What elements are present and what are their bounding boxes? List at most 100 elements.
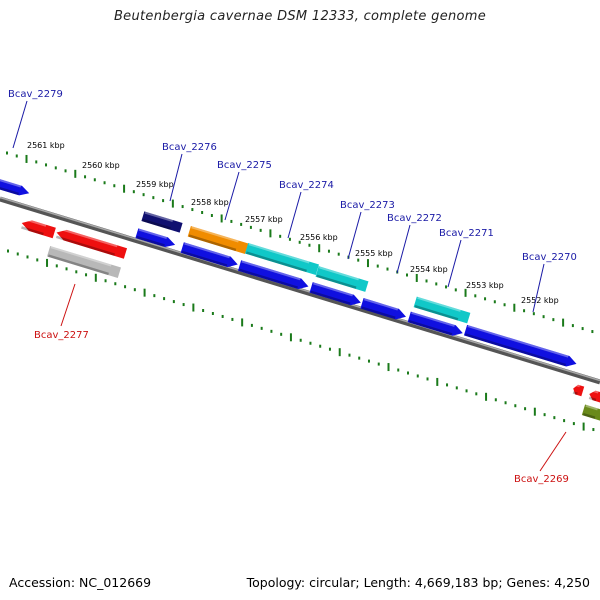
gene-feature-f-2277-gray[interactable] — [47, 245, 121, 279]
gene-label-leader — [396, 224, 411, 274]
gene-label-bcav_2275[interactable]: Bcav_2275 — [217, 160, 272, 171]
gene-label-leader — [287, 191, 302, 239]
gene-label-bcav_2272[interactable]: Bcav_2272 — [387, 213, 442, 224]
gene-feature-f-cds-f[interactable] — [463, 324, 578, 369]
feature-shadow — [55, 235, 115, 256]
feature-highlight — [591, 389, 599, 394]
feature-highlight — [50, 246, 112, 267]
gene-feature-f-2278-red[interactable] — [20, 218, 56, 239]
gene-feature-f-cds-b[interactable] — [237, 260, 310, 292]
feature-body — [360, 298, 406, 320]
feature-body — [47, 245, 121, 279]
gene-feature-f-2277-red[interactable] — [55, 227, 128, 259]
tick-label: 2554 kbp — [410, 265, 448, 274]
feature-body — [315, 266, 369, 292]
gene-label-bcav_2270[interactable]: Bcav_2270 — [522, 252, 577, 263]
feature-shadow — [408, 319, 453, 336]
gene-label-bcav_2277[interactable]: Bcav_2277 — [34, 330, 89, 341]
gene-label-leader — [539, 431, 567, 472]
feature-shadow — [0, 185, 19, 196]
feature-shadow — [310, 290, 351, 305]
feature-highlight — [248, 243, 310, 264]
gene-feature-f-2269-olive[interactable] — [581, 404, 600, 422]
gene-feature-f-cds-c[interactable] — [309, 282, 363, 308]
gene-feature-f-2275-cyan[interactable] — [245, 242, 319, 276]
feature-highlight — [417, 296, 461, 312]
feature-body — [581, 404, 600, 422]
tick-row-outer — [6, 151, 594, 334]
gene-feature-f-2276-top[interactable] — [141, 211, 183, 233]
gene-feature-f-2269-red-b[interactable] — [588, 389, 600, 403]
gene-feature-f-cds-a[interactable] — [180, 242, 240, 269]
gene-label-bcav_2269[interactable]: Bcav_2269 — [514, 474, 569, 485]
feature-shadow — [464, 333, 567, 367]
feature-body — [463, 324, 577, 367]
feature-shadow — [142, 218, 171, 230]
genome-backbone-highlight — [0, 196, 600, 382]
gene-feature-f-2276-cds[interactable] — [135, 228, 176, 249]
tick-label: 2552 kbp — [521, 296, 559, 305]
accession-label: Accession: NC_012669 — [9, 575, 152, 590]
feature-body — [309, 282, 361, 306]
tick-label: 2555 kbp — [355, 249, 393, 258]
tick-label: 2558 kbp — [191, 198, 229, 207]
gene-label-bcav_2279[interactable]: Bcav_2279 — [8, 89, 63, 100]
gene-feature-f-2279[interactable] — [0, 177, 31, 198]
gene-label-bcav_2276[interactable]: Bcav_2276 — [162, 142, 217, 153]
gene-label-bcav_2271[interactable]: Bcav_2271 — [439, 228, 494, 239]
feature-highlight — [191, 226, 239, 243]
feature-highlight — [575, 384, 580, 388]
tick-label-layer: 2561 kbp 2560 kbp 2559 kbp 2558 kbp 2557 kbp… — [27, 141, 559, 305]
feature-highlight — [319, 266, 359, 281]
feature-shadow — [582, 412, 596, 419]
feature-highlight — [0, 178, 22, 188]
gene-feature-f-cds-d[interactable] — [360, 298, 407, 322]
gene-label-leader — [12, 100, 28, 149]
gene-label-leader — [224, 171, 240, 221]
feature-highlight — [363, 298, 399, 311]
feature-highlight — [144, 211, 174, 223]
feature-body — [21, 220, 56, 239]
feature-shadow — [414, 304, 459, 321]
tick-label: 2557 kbp — [245, 215, 283, 224]
tick-label: 2553 kbp — [466, 281, 504, 290]
gene-feature-f-2271-cyan[interactable] — [413, 296, 471, 324]
feature-shadow — [21, 226, 44, 236]
gene-label-leader — [447, 239, 462, 288]
feature-body — [56, 229, 128, 259]
feature-body — [407, 311, 463, 336]
feature-shadow — [361, 306, 396, 320]
feature-shadow — [238, 268, 298, 289]
tick-label: 2556 kbp — [300, 233, 338, 242]
feature-shadow — [572, 391, 578, 395]
gene-feature-f-2275-orange[interactable] — [187, 225, 249, 255]
feature-highlight — [467, 325, 569, 358]
feature-layer — [0, 177, 600, 422]
feature-shadow — [188, 234, 237, 252]
tick-label: 2560 kbp — [82, 161, 120, 170]
feature-body — [141, 211, 183, 233]
gene-feature-f-cds-e[interactable] — [407, 311, 465, 339]
feature-shadow — [47, 254, 109, 276]
tick-row-inner — [7, 249, 595, 432]
feature-highlight — [58, 227, 118, 248]
feature-highlight — [241, 260, 301, 281]
gene-feature-f-2273-cyan[interactable] — [315, 266, 369, 292]
gene-label-bcav_2274[interactable]: Bcav_2274 — [279, 180, 334, 191]
feature-highlight — [313, 282, 353, 297]
feature-shadow — [136, 235, 165, 247]
genome-summary: Topology: circular; Length: 4,669,183 bp… — [246, 575, 590, 590]
gene-label-bcav_2273[interactable]: Bcav_2273 — [340, 200, 395, 211]
tick-label: 2559 kbp — [136, 180, 174, 189]
gene-feature-f-2269-red-a[interactable] — [572, 384, 585, 397]
feature-shadow — [181, 250, 228, 267]
feature-highlight — [184, 242, 230, 259]
genome-backbone — [0, 196, 600, 385]
feature-body — [237, 260, 309, 290]
feature-highlight — [585, 404, 598, 411]
gene-label-leader — [169, 153, 183, 202]
map-title: Beutenbergia cavernae DSM 12333, complet… — [113, 9, 487, 24]
tick-label: 2561 kbp — [27, 141, 65, 150]
